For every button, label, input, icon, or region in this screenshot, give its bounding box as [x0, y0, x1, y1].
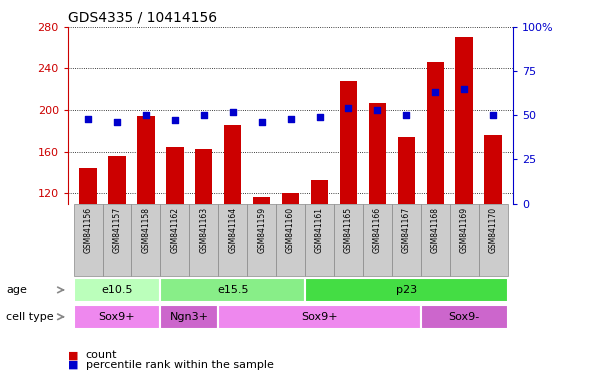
- Bar: [282, 193, 299, 204]
- Bar: [484, 135, 502, 204]
- Text: GSM841158: GSM841158: [142, 207, 150, 253]
- Text: e15.5: e15.5: [217, 285, 248, 295]
- Text: Sox9+: Sox9+: [99, 312, 135, 322]
- Text: p23: p23: [396, 285, 417, 295]
- Text: GSM841156: GSM841156: [84, 207, 93, 253]
- Point: [460, 86, 469, 92]
- Bar: [80, 168, 97, 204]
- Bar: [455, 37, 473, 204]
- Text: Sox9-: Sox9-: [448, 312, 480, 322]
- Text: GSM841169: GSM841169: [460, 207, 468, 253]
- Text: GSM841166: GSM841166: [373, 207, 382, 253]
- Bar: [132, 204, 160, 276]
- Bar: [160, 305, 218, 329]
- Bar: [218, 204, 247, 276]
- Bar: [450, 204, 478, 276]
- Bar: [340, 81, 357, 204]
- Point: [257, 119, 266, 125]
- Bar: [137, 116, 155, 204]
- Text: GSM841164: GSM841164: [228, 207, 237, 253]
- Text: Sox9+: Sox9+: [301, 312, 338, 322]
- Bar: [74, 204, 103, 276]
- Text: GSM841160: GSM841160: [286, 207, 295, 253]
- Bar: [363, 204, 392, 276]
- Text: GSM841170: GSM841170: [489, 207, 497, 253]
- Bar: [109, 156, 126, 204]
- Point: [83, 116, 93, 122]
- Bar: [392, 204, 421, 276]
- Bar: [305, 278, 507, 302]
- Point: [402, 112, 411, 118]
- Bar: [189, 204, 218, 276]
- Text: percentile rank within the sample: percentile rank within the sample: [86, 360, 273, 370]
- Text: age: age: [6, 285, 27, 295]
- Point: [489, 112, 498, 118]
- Point: [170, 118, 179, 124]
- Point: [112, 119, 122, 125]
- Text: GDS4335 / 10414156: GDS4335 / 10414156: [68, 10, 217, 24]
- Bar: [305, 204, 334, 276]
- Text: GSM841157: GSM841157: [113, 207, 122, 253]
- Text: GSM841168: GSM841168: [431, 207, 440, 253]
- Bar: [224, 124, 241, 204]
- Bar: [276, 204, 305, 276]
- Text: GSM841163: GSM841163: [199, 207, 208, 253]
- Text: ■: ■: [68, 350, 78, 360]
- Bar: [311, 180, 328, 204]
- Bar: [478, 204, 507, 276]
- Bar: [427, 62, 444, 204]
- Bar: [195, 149, 212, 204]
- Bar: [334, 204, 363, 276]
- Bar: [103, 204, 132, 276]
- Bar: [166, 147, 183, 204]
- Text: GSM841165: GSM841165: [344, 207, 353, 253]
- Point: [373, 107, 382, 113]
- Point: [228, 109, 237, 115]
- Point: [141, 112, 150, 118]
- Bar: [160, 278, 305, 302]
- Point: [286, 116, 295, 122]
- Bar: [247, 204, 276, 276]
- Bar: [421, 305, 507, 329]
- Bar: [398, 137, 415, 204]
- Bar: [253, 197, 270, 204]
- Point: [344, 105, 353, 111]
- Text: count: count: [86, 350, 117, 360]
- Text: e10.5: e10.5: [101, 285, 133, 295]
- Bar: [369, 103, 386, 204]
- Text: GSM841167: GSM841167: [402, 207, 411, 253]
- Bar: [218, 305, 421, 329]
- Text: Ngn3+: Ngn3+: [170, 312, 209, 322]
- Text: cell type: cell type: [6, 312, 54, 322]
- Text: ■: ■: [68, 360, 78, 370]
- Point: [315, 114, 324, 120]
- Bar: [74, 305, 160, 329]
- Text: GSM841161: GSM841161: [315, 207, 324, 253]
- Bar: [74, 278, 160, 302]
- Bar: [160, 204, 189, 276]
- Text: GSM841159: GSM841159: [257, 207, 266, 253]
- Text: GSM841162: GSM841162: [171, 207, 179, 253]
- Point: [199, 112, 208, 118]
- Bar: [421, 204, 450, 276]
- Point: [431, 89, 440, 95]
